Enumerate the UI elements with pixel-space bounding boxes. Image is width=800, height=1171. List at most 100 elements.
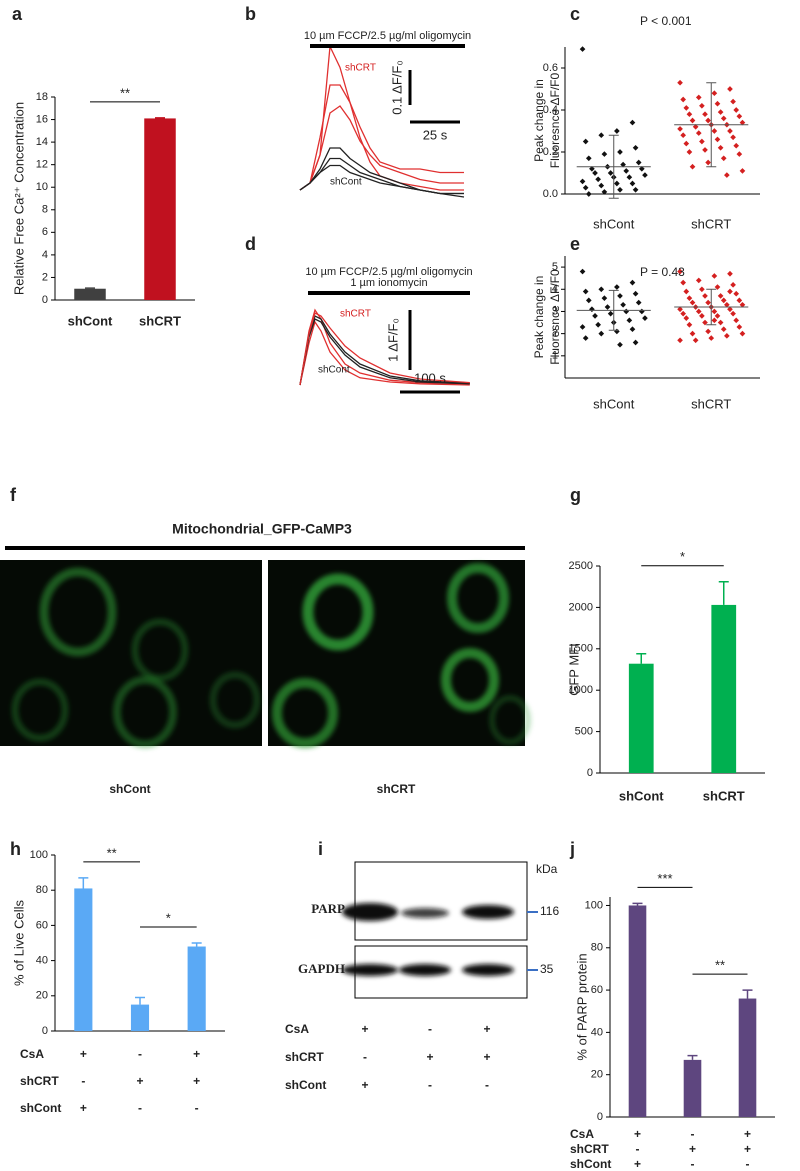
data-point xyxy=(683,140,690,147)
band-name: PARP xyxy=(311,901,345,916)
condition-name: CsA xyxy=(285,1022,309,1036)
data-point xyxy=(592,170,598,176)
blot-frame xyxy=(354,861,528,941)
y-tick-label: 20 xyxy=(591,1069,603,1081)
condition-name: shCRT xyxy=(285,1050,324,1064)
data-point xyxy=(699,138,705,145)
data-point xyxy=(739,119,746,126)
image-caption: shCRT xyxy=(377,782,416,796)
y-tick-label: 0 xyxy=(42,294,48,306)
data-point xyxy=(617,293,623,299)
bar xyxy=(74,288,106,300)
data-point xyxy=(705,299,711,306)
data-point xyxy=(711,128,718,134)
data-point xyxy=(702,111,708,118)
y-tick-label: 16 xyxy=(36,113,48,125)
y-tick-label: 80 xyxy=(591,942,603,954)
bar xyxy=(683,1059,702,1117)
y-tick-label: 80 xyxy=(36,884,48,896)
significance-label: * xyxy=(166,910,171,925)
condition-sign: + xyxy=(80,1047,87,1061)
y-tick-label: 10 xyxy=(36,181,48,193)
data-point xyxy=(680,96,686,103)
trace xyxy=(299,308,470,386)
cell xyxy=(447,563,509,633)
condition-sign: + xyxy=(80,1101,87,1115)
y-tick-label: 0.6 xyxy=(543,62,558,74)
condition-sign: - xyxy=(138,1047,142,1061)
y-tick-label: 2 xyxy=(42,271,48,283)
condition-sign: + xyxy=(483,1022,490,1036)
data-point xyxy=(614,328,620,335)
data-point xyxy=(617,149,623,155)
data-point xyxy=(724,301,730,308)
band xyxy=(462,905,514,919)
bands xyxy=(342,903,514,976)
y-tick-label: 1000 xyxy=(569,684,593,696)
significance-label: *** xyxy=(657,871,672,886)
condition-sign: + xyxy=(744,1142,751,1156)
data-point xyxy=(686,111,693,118)
y-tick-label: 0.0 xyxy=(543,188,558,200)
data-point xyxy=(695,277,702,284)
data-point xyxy=(733,290,740,297)
trace xyxy=(299,84,464,191)
cell xyxy=(131,618,189,682)
data-point xyxy=(629,279,636,286)
data-point xyxy=(736,297,743,304)
data-point xyxy=(683,288,690,295)
y-axis-label: Peak change in xyxy=(532,276,546,359)
data-point xyxy=(724,333,730,339)
panel-label: b xyxy=(245,4,256,24)
data-point xyxy=(582,288,589,295)
stimulus-label: 10 µm FCCP/2.5 µg/ml oligomycin xyxy=(304,30,471,42)
condition-sign: + xyxy=(361,1078,368,1092)
condition-sign: + xyxy=(361,1022,368,1036)
data-point xyxy=(632,339,639,346)
condition-name: shCRT xyxy=(570,1142,609,1156)
stimulus-label: 1 µm ionomycin xyxy=(350,277,427,289)
sd-bar xyxy=(706,288,717,326)
panel-label: e xyxy=(570,234,580,254)
data-point xyxy=(639,308,645,315)
data-point xyxy=(686,321,693,328)
data-point xyxy=(601,151,608,157)
data-point xyxy=(614,180,620,187)
data-point xyxy=(582,335,589,341)
y-tick-label: 18 xyxy=(36,91,48,103)
data-point xyxy=(733,317,740,324)
cells xyxy=(11,563,531,748)
data-point xyxy=(677,306,683,313)
x-tick-label: shCRT xyxy=(139,313,181,328)
y-axis-label: Relative Free Ca²⁺ Concentration xyxy=(11,102,26,295)
data-point xyxy=(699,313,705,319)
data-point xyxy=(632,186,639,193)
bar xyxy=(628,663,654,773)
y-tick-label: 6 xyxy=(42,226,48,238)
data-point xyxy=(629,119,636,126)
panel-label: f xyxy=(10,485,17,505)
condition-sign: + xyxy=(193,1074,200,1088)
condition-name: CsA xyxy=(570,1127,594,1141)
data-point xyxy=(680,132,686,139)
cell xyxy=(11,678,69,742)
data-point xyxy=(717,109,724,115)
data-point xyxy=(733,142,740,149)
data-point xyxy=(607,170,614,176)
data-point xyxy=(705,117,711,124)
trace xyxy=(299,157,464,195)
data-point xyxy=(730,98,736,105)
y-tick-label: 60 xyxy=(36,919,48,931)
y-tick-label: 1500 xyxy=(569,643,593,655)
bar xyxy=(187,946,206,1031)
y-tick-label: 40 xyxy=(36,955,48,967)
data-point xyxy=(736,324,743,330)
trace xyxy=(299,320,470,386)
bar xyxy=(144,118,176,300)
data-point xyxy=(632,290,639,297)
condition-sign: + xyxy=(426,1050,433,1064)
band xyxy=(342,903,398,921)
condition-sign: + xyxy=(634,1127,641,1141)
data-point xyxy=(639,165,645,172)
